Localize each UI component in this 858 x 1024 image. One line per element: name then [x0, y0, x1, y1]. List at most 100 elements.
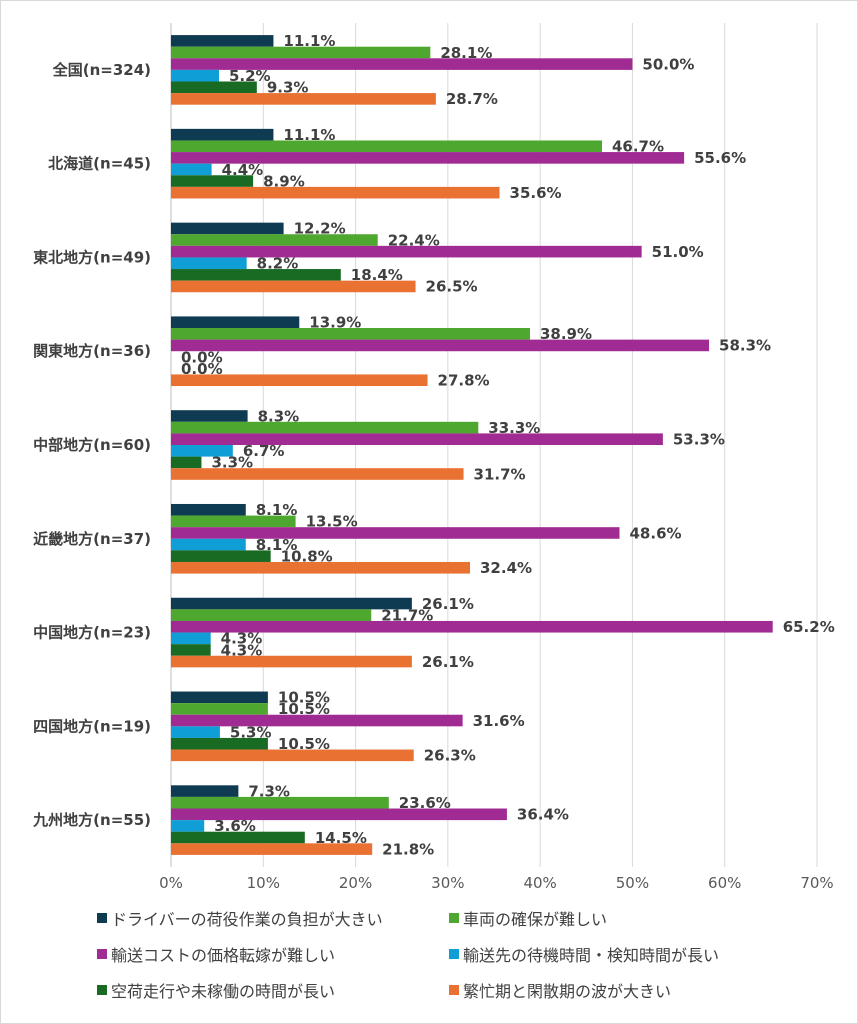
bar — [171, 46, 431, 59]
bar — [171, 644, 211, 656]
bar — [171, 609, 372, 621]
data-label: 11.1% — [283, 126, 335, 144]
data-label: 38.9% — [540, 325, 592, 343]
data-label: 9.3% — [267, 79, 309, 97]
bar — [171, 538, 246, 551]
data-label: 10.8% — [281, 547, 333, 565]
bar — [171, 186, 500, 199]
legend-label: 輸送コストの価格転嫁が難しい — [111, 946, 336, 965]
bar — [171, 843, 373, 855]
data-label: 55.6% — [694, 149, 746, 167]
data-label: 10.5% — [278, 689, 330, 707]
data-label: 14.5% — [315, 829, 367, 847]
bar — [171, 503, 246, 516]
data-label: 3.6% — [214, 817, 256, 835]
legend-item: 輸送コストの価格転嫁が難しい — [97, 942, 449, 966]
data-label: 48.6% — [630, 524, 682, 542]
category-label: 近畿地方(n=37) — [33, 530, 151, 548]
data-label: 11.1% — [283, 32, 335, 50]
x-tick-label: 10% — [247, 874, 280, 892]
legend-item: 車両の確保が難しい — [449, 906, 789, 930]
bar — [171, 456, 202, 469]
data-label: 8.2% — [257, 255, 299, 273]
x-tick-label: 70% — [800, 874, 833, 892]
category-label: 四国地方(n=19) — [33, 717, 151, 735]
bar — [171, 93, 436, 105]
legend-swatch — [97, 913, 107, 923]
data-label: 31.7% — [474, 465, 526, 483]
data-label: 8.9% — [263, 172, 305, 190]
data-label: 26.1% — [422, 653, 474, 671]
legend-item: ドライバーの荷役作業の負担が大きい — [97, 906, 449, 930]
legend-item: 輸送先の待機時間・検知時間が長い — [449, 942, 789, 966]
data-label: 26.1% — [422, 595, 474, 613]
data-label: 6.7% — [243, 442, 285, 460]
x-tick-label: 60% — [708, 874, 741, 892]
data-label: 8.1% — [256, 501, 298, 519]
x-tick-label: 30% — [431, 874, 464, 892]
bar — [171, 152, 685, 164]
bar — [171, 339, 710, 352]
bar — [171, 796, 389, 809]
bar — [171, 128, 274, 141]
bar — [171, 234, 378, 246]
data-label: 50.0% — [642, 55, 694, 73]
bar — [171, 808, 507, 821]
data-label: 35.6% — [510, 184, 562, 202]
bar — [171, 269, 341, 281]
legend-item: 繁忙期と閑散期の波が大きい — [449, 978, 789, 1002]
bar — [171, 81, 257, 94]
x-tick-label: 20% — [339, 874, 372, 892]
bar — [171, 703, 268, 715]
bar — [171, 374, 428, 387]
bar — [171, 222, 284, 235]
legend: ドライバーの荷役作業の負担が大きい 車両の確保が難しい輸送コストの価格転嫁が難しい… — [97, 906, 797, 1002]
legend-swatch — [449, 985, 459, 995]
bar — [171, 737, 268, 750]
data-label: 12.2% — [294, 220, 346, 238]
bar — [171, 433, 663, 445]
data-label: 32.4% — [480, 559, 532, 577]
legend-item: 空荷走行や未稼働の時間が長い — [97, 978, 449, 1002]
bar — [171, 597, 412, 610]
data-label: 27.8% — [438, 372, 490, 390]
data-label: 21.8% — [382, 840, 434, 858]
data-label: 3.3% — [211, 454, 253, 472]
data-label: 0.0% — [181, 348, 223, 366]
bar — [171, 561, 471, 574]
legend-label: 車両の確保が難しい — [463, 910, 608, 929]
bar — [171, 468, 464, 480]
legend-swatch — [449, 913, 459, 923]
data-label: 31.6% — [473, 712, 525, 730]
legend-label: 輸送先の待機時間・検知時間が長い — [463, 946, 720, 965]
bar — [171, 785, 239, 797]
bar — [171, 280, 416, 293]
data-label: 26.5% — [426, 278, 478, 296]
legend-swatch — [97, 949, 107, 959]
data-label: 21.7% — [381, 606, 433, 624]
data-label: 10.5% — [278, 700, 330, 718]
bar — [171, 445, 233, 457]
data-label: 46.7% — [612, 138, 664, 156]
legend-label: 繁忙期と閑散期の波が大きい — [463, 982, 672, 1001]
bar — [171, 831, 305, 844]
data-label: 28.7% — [446, 90, 498, 108]
bar — [171, 726, 220, 738]
bar — [171, 714, 463, 727]
bar — [171, 655, 412, 668]
data-label: 10.5% — [278, 735, 330, 753]
category-label: 東北地方(n=49) — [33, 248, 151, 266]
bar — [171, 820, 205, 832]
bar — [171, 58, 633, 70]
bar — [171, 35, 274, 47]
data-label: 18.4% — [351, 266, 403, 284]
bar — [171, 257, 247, 270]
data-label: 5.3% — [230, 723, 272, 741]
category-label: 北海道(n=45) — [48, 155, 151, 173]
category-label: 全国(n=324) — [52, 61, 151, 79]
bar — [171, 140, 602, 153]
data-label: 51.0% — [652, 243, 704, 261]
bar — [171, 550, 271, 562]
legend-swatch — [97, 985, 107, 995]
